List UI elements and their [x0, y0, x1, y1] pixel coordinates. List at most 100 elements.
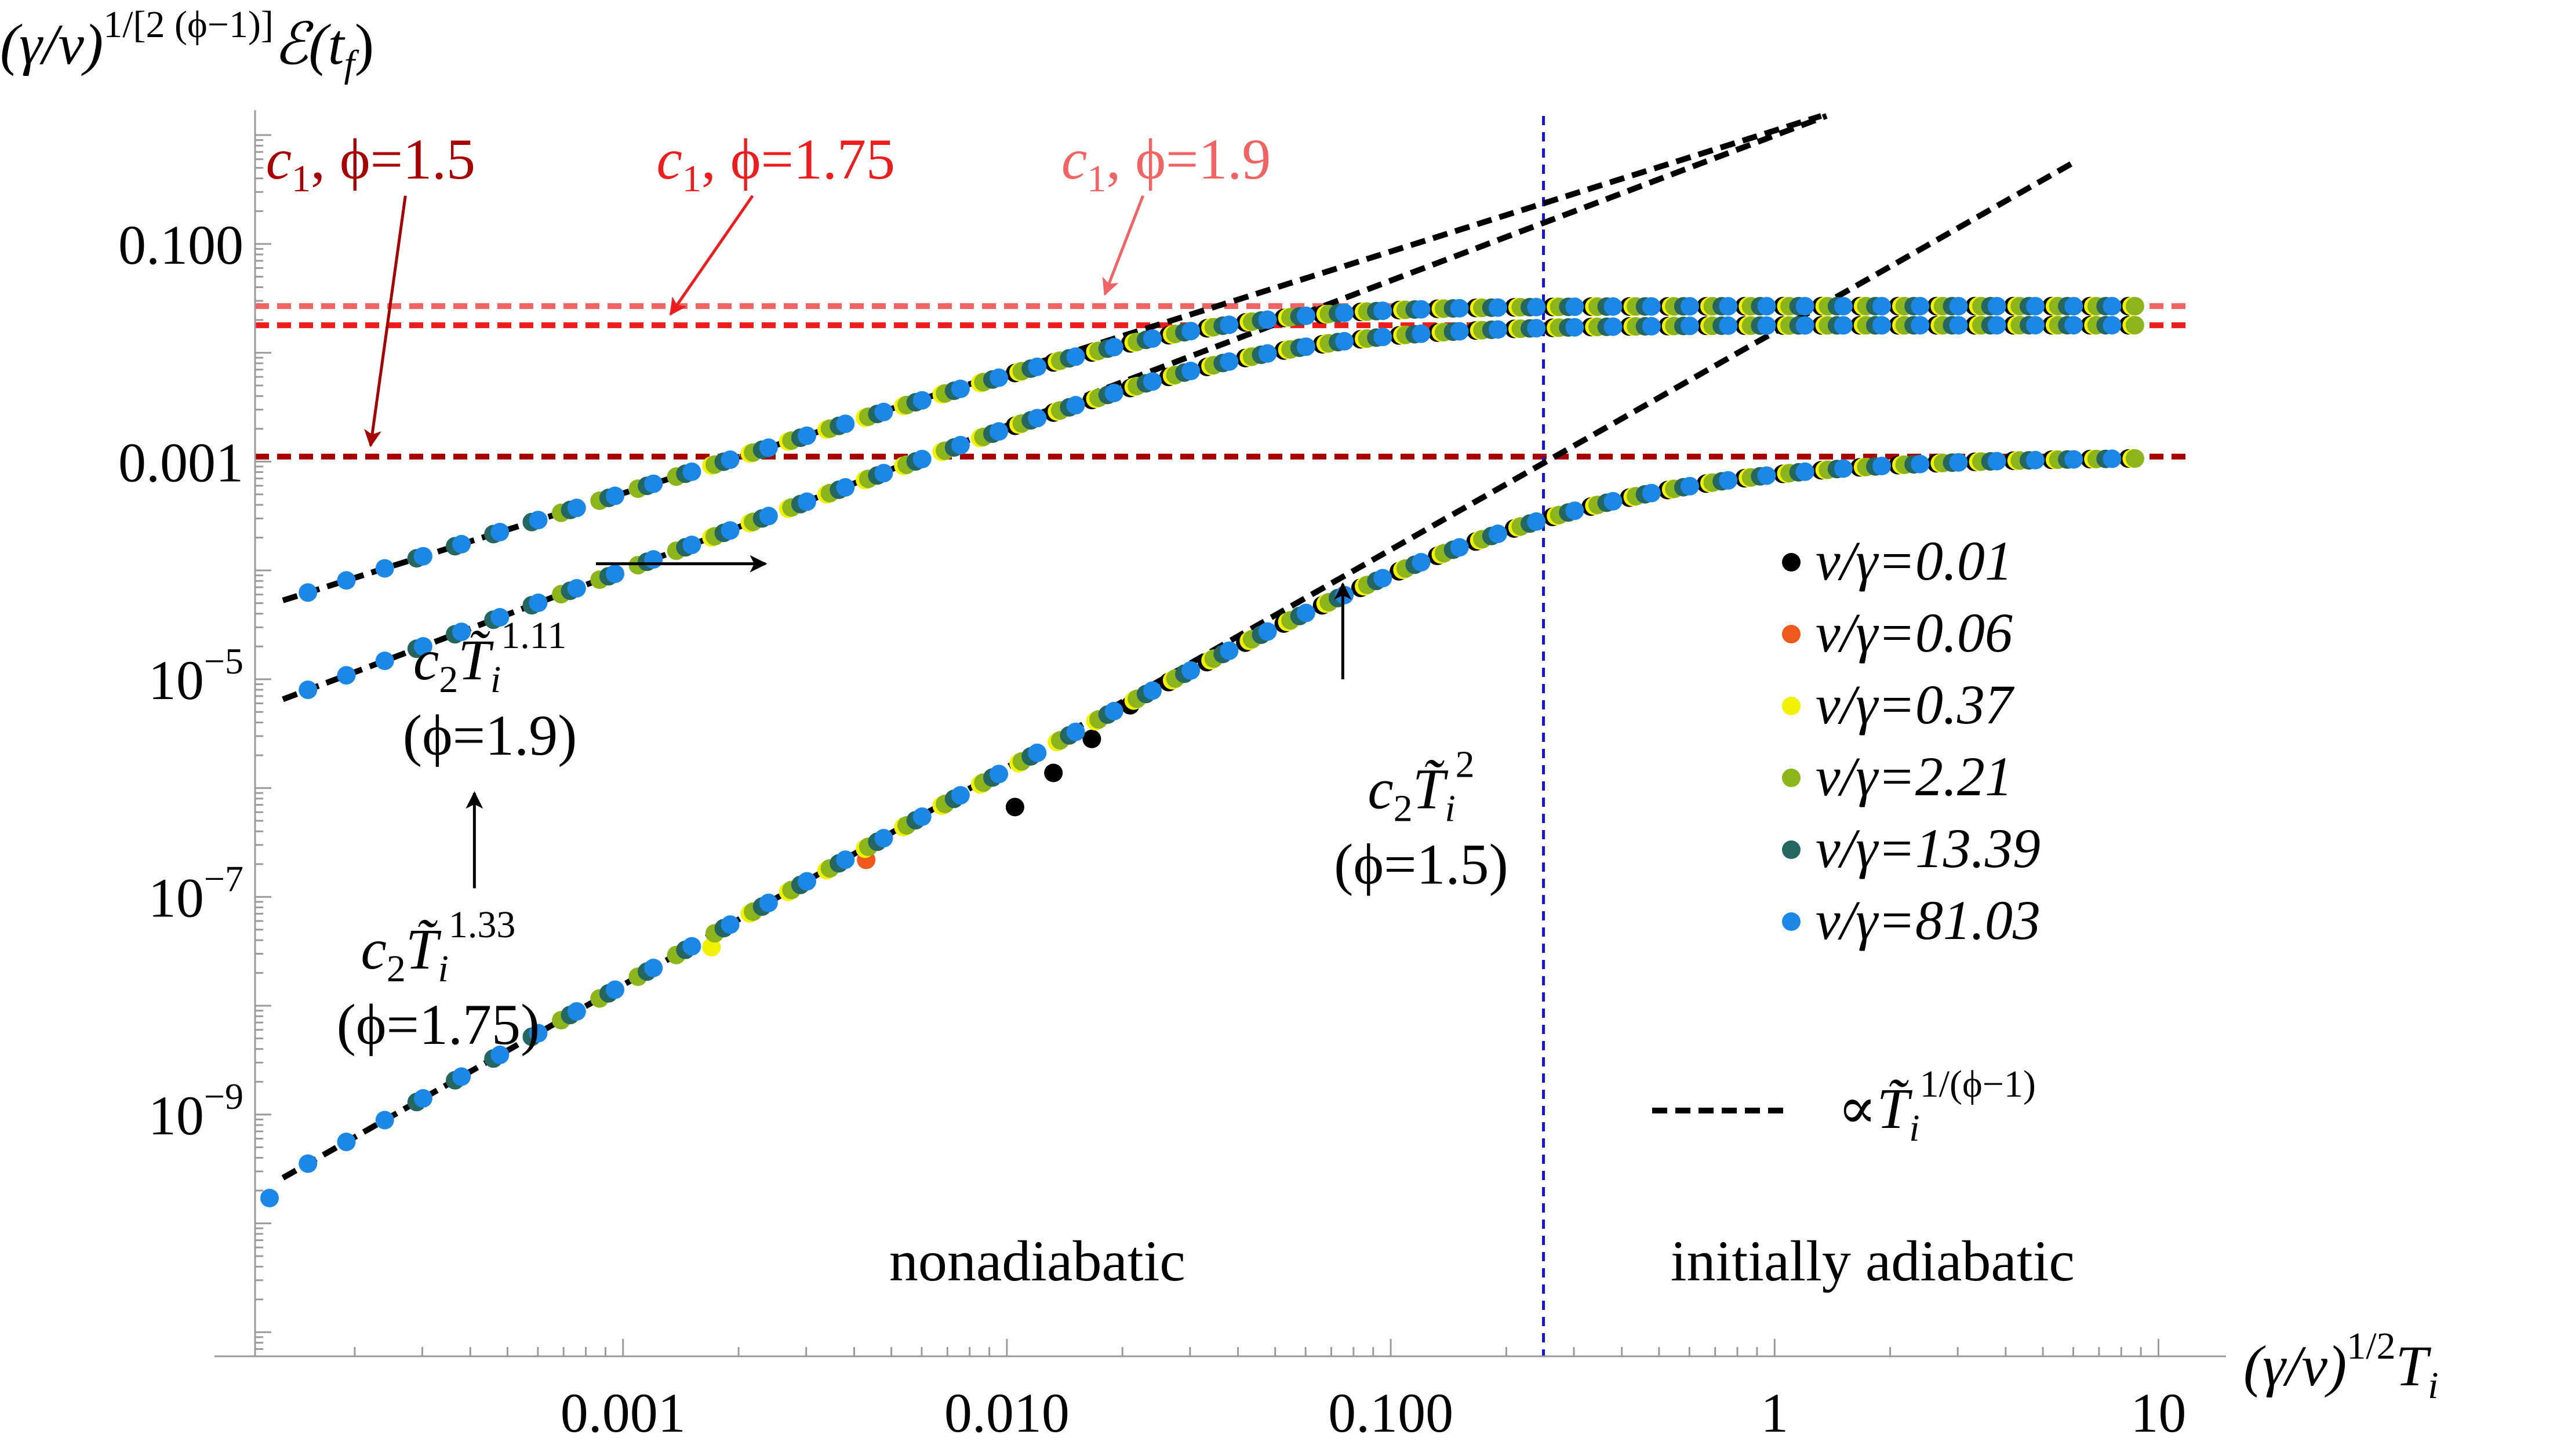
data-point — [990, 368, 1009, 387]
data-point — [529, 511, 548, 530]
data-point — [1642, 316, 1661, 336]
x-tick-label: 1 — [1761, 1382, 1788, 1444]
data-point — [798, 492, 816, 511]
legend-entry: v/γ=81.03 — [1782, 889, 2041, 951]
series-phi-1.9-vg-81.03 — [299, 297, 2122, 602]
data-point — [1335, 332, 1354, 351]
data-point — [682, 462, 701, 481]
data-point — [2125, 297, 2144, 316]
data-point — [1795, 462, 1814, 481]
data-point — [2026, 450, 2045, 469]
data-point — [413, 637, 432, 656]
data-point — [2064, 297, 2083, 316]
data-point — [490, 1046, 510, 1064]
x-tick-label: 0.100 — [1328, 1382, 1453, 1444]
data-point — [1949, 316, 1968, 335]
data-point — [1681, 297, 1699, 316]
data-point — [1066, 722, 1085, 741]
data-point — [682, 536, 701, 555]
data-point — [1181, 661, 1201, 680]
data-point — [2026, 316, 2045, 335]
x-axis-label: (γ/v)1/2Ti — [2243, 1325, 2439, 1407]
data-point — [1642, 297, 1661, 316]
data-point — [606, 486, 624, 505]
x-tick-label: 0.001 — [561, 1382, 686, 1444]
data-point — [299, 680, 318, 700]
fit-label-phi: (ϕ=1.9) — [403, 703, 577, 767]
data-point — [337, 1133, 356, 1152]
series-phi-1.9-vg-13.39 — [407, 297, 2115, 568]
data-point — [1450, 322, 1469, 341]
data-point — [1220, 315, 1239, 334]
data-point — [836, 478, 855, 497]
legend-marker — [1782, 625, 1801, 643]
x-tick-label: 10 — [2130, 1382, 2186, 1444]
c1-label-phi-1.5: c1, ϕ=1.5 — [266, 127, 475, 200]
data-point — [2103, 297, 2122, 316]
y-tick-label: 10−5 — [148, 640, 243, 711]
data-point — [1412, 553, 1431, 572]
data-point — [1044, 763, 1063, 782]
data-point — [2125, 316, 2144, 335]
data-point — [1911, 454, 1930, 474]
data-point — [567, 579, 586, 598]
data-point — [1757, 316, 1776, 335]
data-point — [1104, 384, 1123, 402]
data-point — [1872, 316, 1892, 335]
data-point — [1527, 319, 1546, 338]
data-point — [951, 786, 970, 805]
data-point — [1719, 471, 1738, 490]
data-point — [337, 571, 356, 590]
series-phi-1.75-vg-0.37 — [702, 316, 2141, 547]
legend: v/γ=0.01 v/γ=0.06 v/γ=0.37 v/γ=2.21 v/γ=13.3… — [1652, 530, 2041, 1149]
data-point — [1565, 318, 1584, 337]
y-tick-label: 0.001 — [118, 431, 243, 493]
data-point — [1028, 743, 1047, 762]
data-point — [1450, 538, 1469, 557]
legend-entry: v/γ=2.21 — [1782, 745, 2013, 807]
data-point — [1719, 297, 1738, 316]
data-point — [1603, 492, 1623, 511]
data-point — [529, 1024, 548, 1043]
data-point — [452, 1067, 471, 1086]
data-point — [1373, 327, 1392, 347]
y-axis-label: (γ/v)1/[2 (ϕ−1)]ℰ(tf) — [0, 3, 374, 85]
data-point — [1834, 459, 1853, 478]
data-point — [1258, 310, 1277, 329]
fit-label-phi: (ϕ=1.5) — [1334, 832, 1508, 897]
data-point — [1834, 316, 1853, 335]
data-point — [1527, 512, 1546, 531]
legend-fit-label: ∝T̃i1/(ϕ−1) — [1838, 1063, 2036, 1149]
axes: 0.001 0.010 0.100 1 10 0.100 0.001 10−5 10−7 10−9… — [0, 3, 2439, 1444]
data-point — [337, 666, 356, 685]
series-phi-1.75-vg-81.03 — [299, 316, 2122, 700]
legend-marker — [1782, 912, 1801, 931]
data-point — [452, 623, 471, 642]
c1-label-phi-1.75: c1, ϕ=1.75 — [657, 127, 895, 200]
data-point — [413, 1089, 432, 1108]
data-point — [1834, 297, 1853, 316]
legend-entry: v/γ=0.37 — [1782, 674, 2015, 736]
data-point — [1527, 297, 1546, 316]
data-point — [1757, 466, 1776, 485]
data-point — [1987, 316, 2006, 335]
data-point — [1373, 569, 1392, 588]
y-tick-label: 10−7 — [148, 858, 243, 929]
data-point — [1258, 344, 1277, 363]
data-point — [836, 414, 855, 434]
data-point — [1681, 316, 1699, 336]
data-point — [1220, 352, 1239, 371]
data-point — [759, 507, 778, 526]
data-point — [2103, 316, 2122, 335]
c1-arrow — [669, 195, 754, 316]
data-point — [721, 521, 740, 540]
data-point — [1104, 337, 1123, 356]
data-point — [1949, 453, 1968, 472]
data-point — [2103, 449, 2122, 468]
data-point — [1987, 297, 2006, 316]
data-point — [1220, 641, 1239, 660]
data-point — [1603, 317, 1623, 336]
data-point — [912, 391, 932, 410]
c1-arrow — [1102, 195, 1145, 296]
c1-arrow — [364, 195, 407, 447]
